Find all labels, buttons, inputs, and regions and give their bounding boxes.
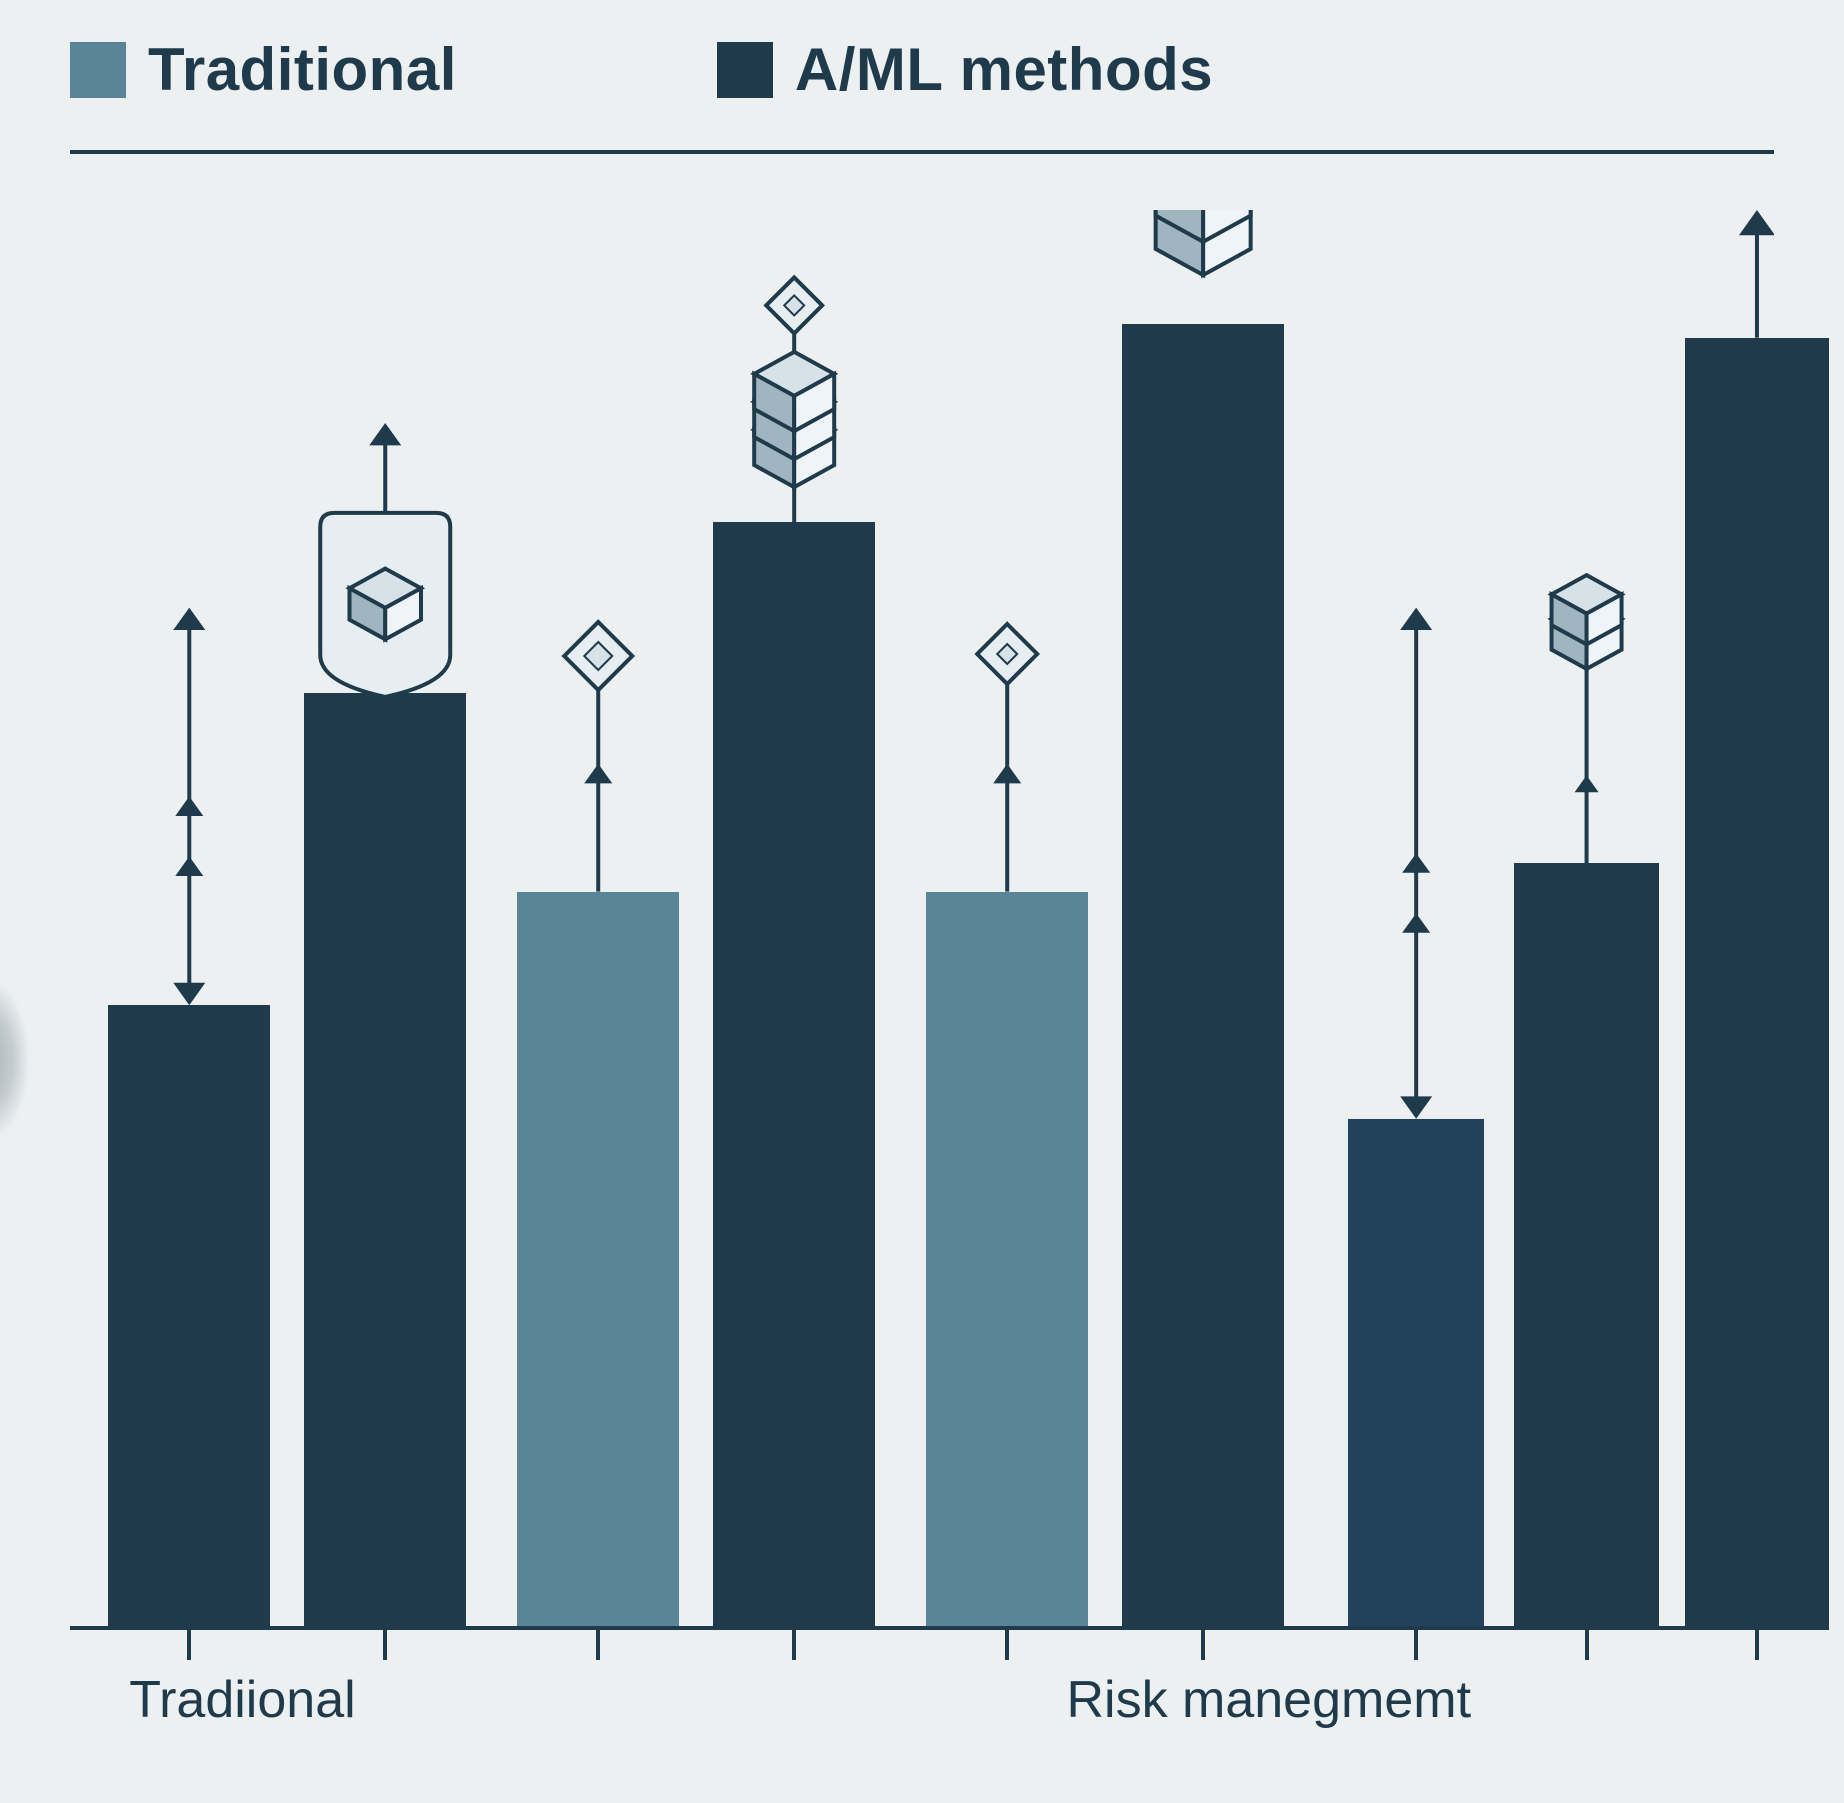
x-tick bbox=[1755, 1630, 1759, 1660]
x-tick bbox=[187, 1630, 191, 1660]
left-edge-shadow bbox=[0, 980, 30, 1140]
x-tick bbox=[792, 1630, 796, 1660]
legend-label-aiml: A/ML methods bbox=[795, 35, 1213, 104]
marker-b8 bbox=[1552, 575, 1622, 863]
marker-b3 bbox=[564, 622, 632, 892]
marker-b6 bbox=[1156, 210, 1251, 275]
chart-container: Traditional A/ML methods Tradiional Risk … bbox=[0, 0, 1844, 1803]
x-axis-label: Risk manegmemt bbox=[1066, 1670, 1471, 1730]
x-tick bbox=[1201, 1630, 1205, 1660]
x-axis-labels: Tradiional Risk manegmemt bbox=[70, 1670, 1774, 1750]
marker-b7 bbox=[1400, 608, 1432, 1119]
legend-swatch-aiml bbox=[717, 42, 773, 98]
marker-b1 bbox=[173, 608, 205, 1006]
x-axis-label: Tradiional bbox=[129, 1670, 355, 1730]
marker-b9 bbox=[1739, 210, 1774, 338]
x-tick bbox=[596, 1630, 600, 1660]
marker-b5 bbox=[977, 624, 1037, 892]
marker-b4 bbox=[754, 277, 834, 522]
plot-area bbox=[70, 210, 1774, 1630]
legend-label-traditional: Traditional bbox=[148, 35, 457, 104]
markers-svg bbox=[70, 210, 1774, 1630]
legend: Traditional A/ML methods bbox=[70, 35, 1774, 104]
x-tick bbox=[383, 1630, 387, 1660]
legend-swatch-traditional bbox=[70, 42, 126, 98]
marker-b2 bbox=[320, 423, 450, 697]
x-tick bbox=[1005, 1630, 1009, 1660]
x-tick bbox=[1585, 1630, 1589, 1660]
legend-divider bbox=[70, 150, 1774, 154]
legend-item-aiml: A/ML methods bbox=[717, 35, 1213, 104]
legend-item-traditional: Traditional bbox=[70, 35, 457, 104]
x-tick bbox=[1414, 1630, 1418, 1660]
